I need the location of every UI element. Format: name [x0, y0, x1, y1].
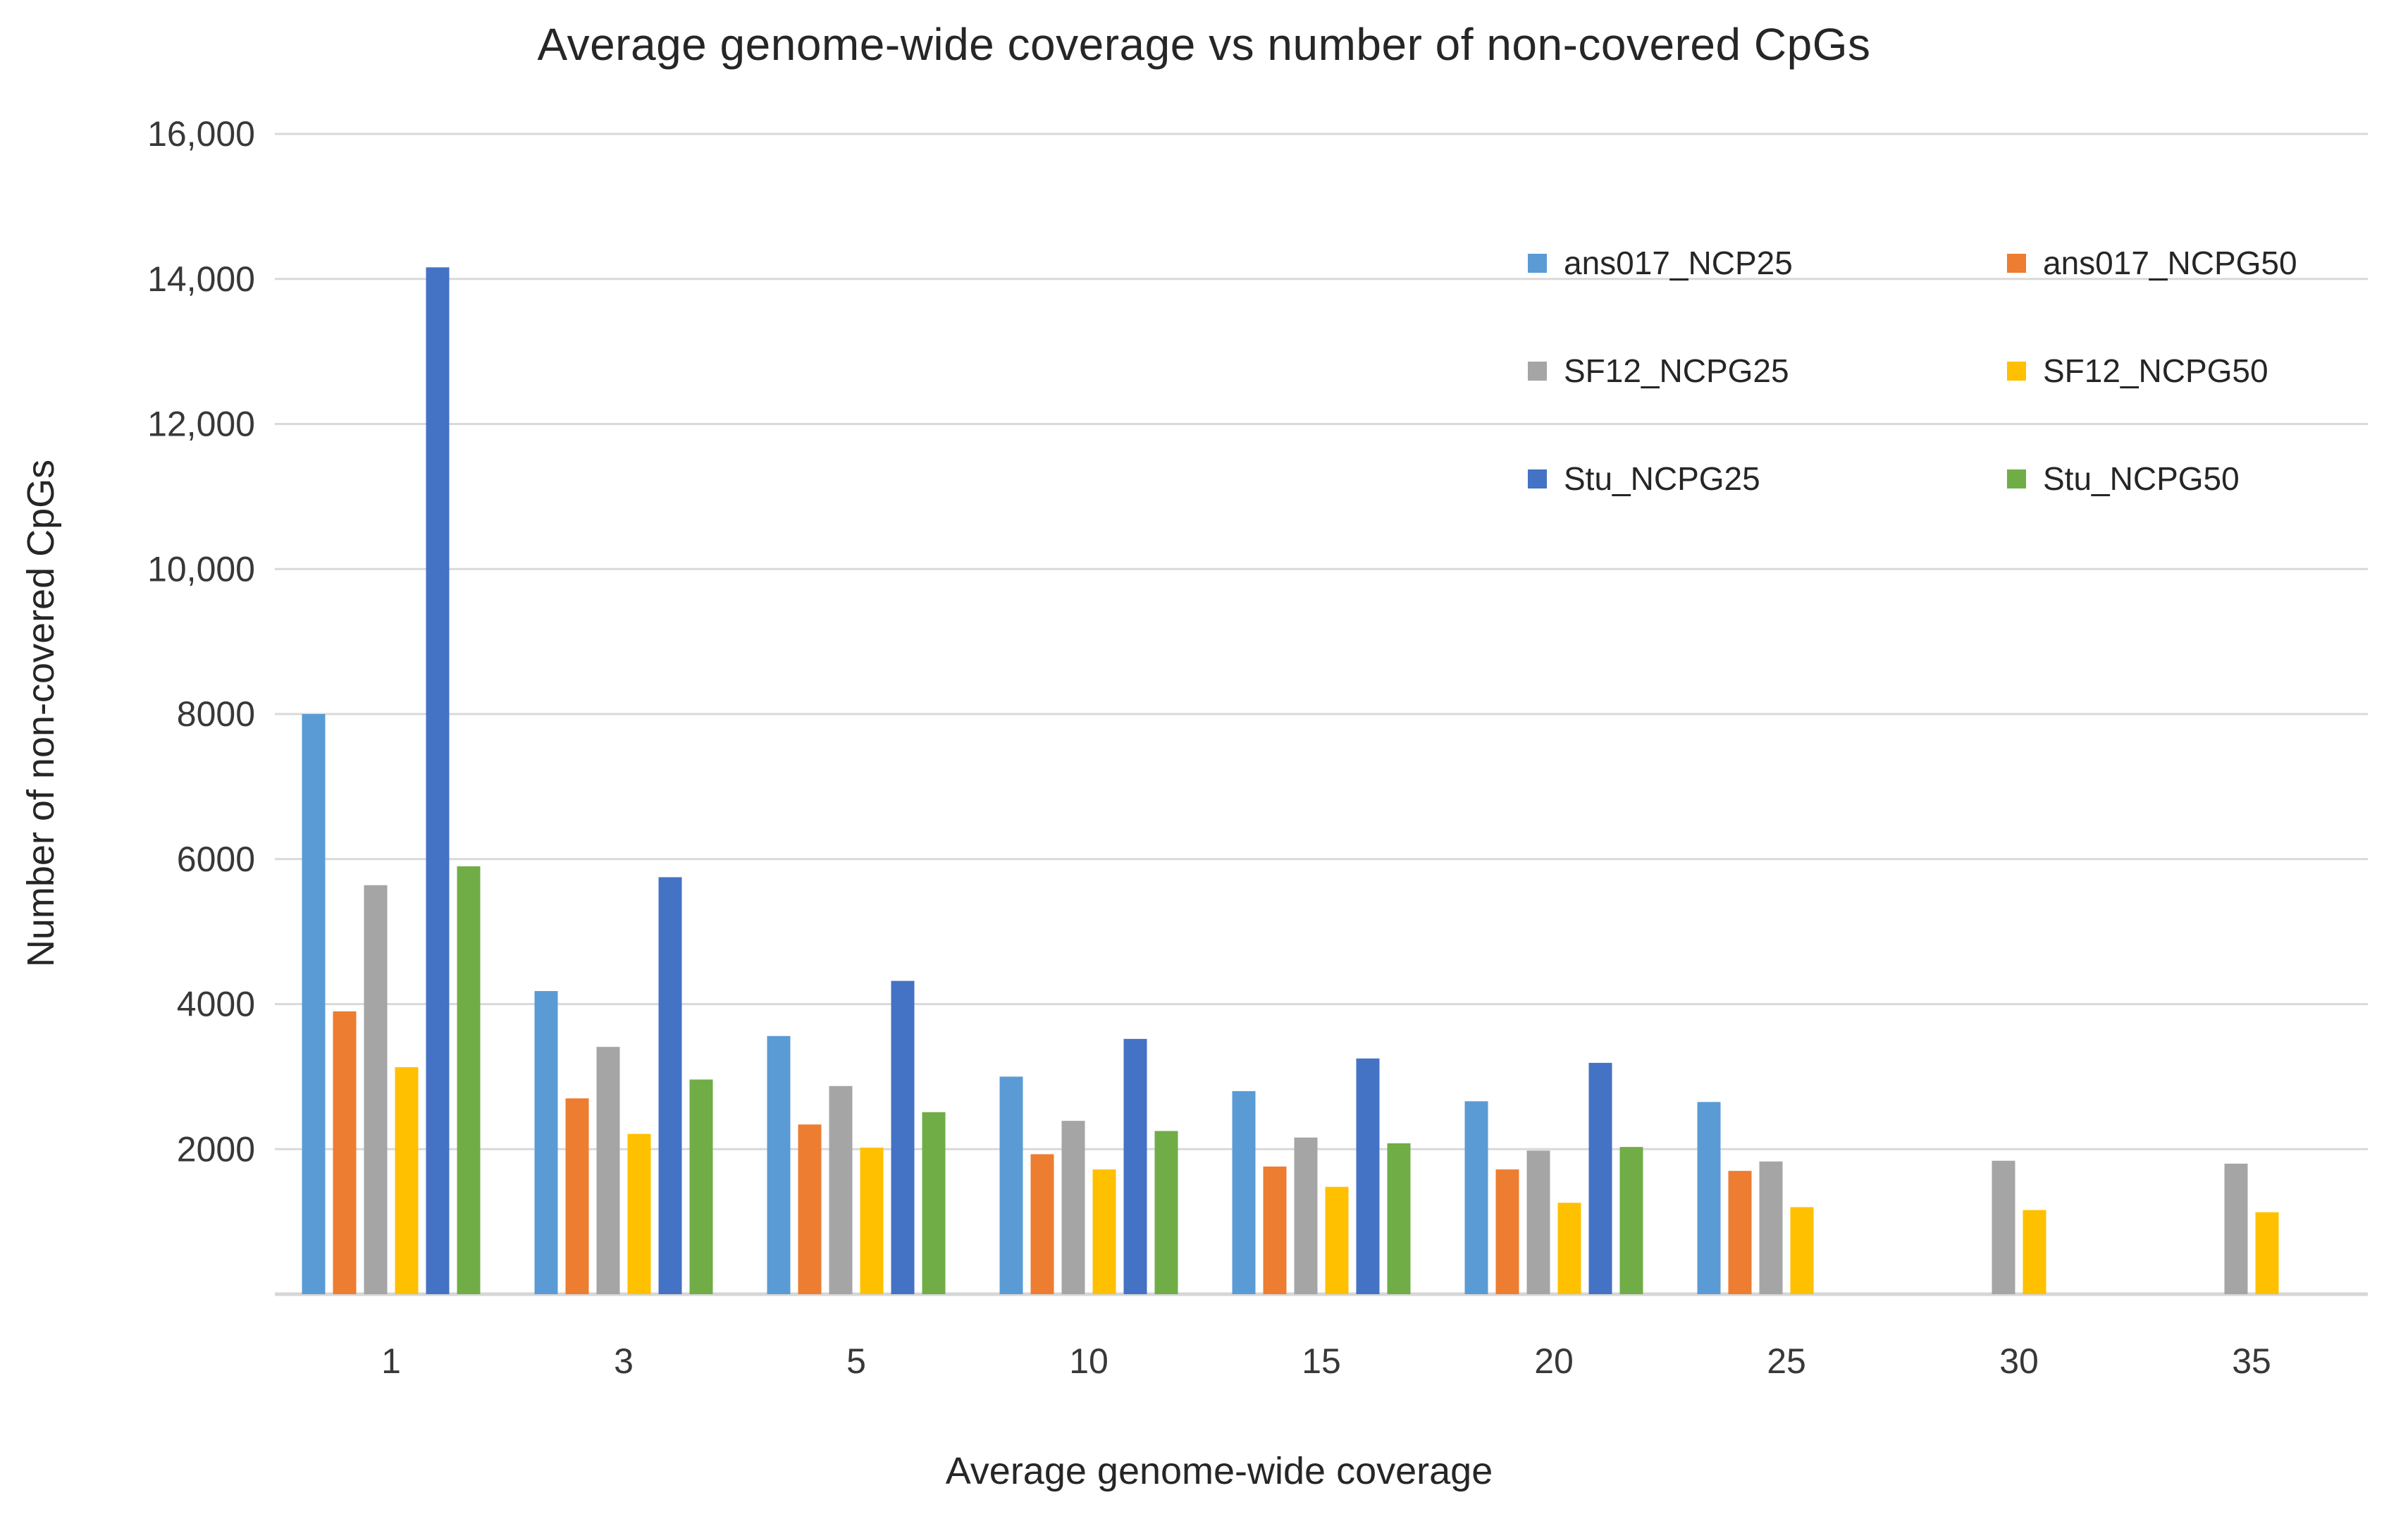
legend-label: ans017_NCPG50 — [2043, 245, 2297, 281]
bar-Stu_NCPG25-x3 — [658, 877, 682, 1294]
bar-ans017_NCP25-x15 — [1232, 1090, 1256, 1294]
legend-swatch-icon — [2007, 253, 2026, 273]
bar-SF12_NCPG50-x30 — [2023, 1210, 2046, 1294]
chart-title: Average genome-wide coverage vs number o… — [537, 19, 1871, 70]
legend-item-SF12_NCPG25: SF12_NCPG25 — [1528, 352, 1789, 389]
legend-label: ans017_NCP25 — [1564, 245, 1793, 281]
x-axis-title: Average genome-wide coverage — [945, 1450, 1493, 1492]
y-tick-label: 8000 — [177, 694, 255, 734]
bar-SF12_NCPG50-x5 — [860, 1148, 884, 1294]
legend-item-Stu_NCPG50: Stu_NCPG50 — [2007, 460, 2240, 497]
bar-SF12_NCPG50-x1 — [395, 1067, 419, 1294]
bar-Stu_NCPG25-x5 — [891, 980, 915, 1294]
y-tick-label: 6000 — [177, 840, 255, 879]
bar-SF12_NCPG50-x20 — [1557, 1203, 1581, 1294]
bar-Stu_NCPG50-x10 — [1154, 1131, 1178, 1294]
legend-swatch-icon — [2007, 361, 2026, 381]
legend-swatch-icon — [1528, 253, 1547, 273]
bar-Stu_NCPG50-x3 — [689, 1079, 713, 1294]
y-tick-label: 4000 — [177, 985, 255, 1024]
bar-Stu_NCPG25-x10 — [1123, 1038, 1147, 1294]
bar-SF12_NCPG25-x30 — [1992, 1160, 2015, 1294]
x-tick-label: 30 — [1999, 1341, 2039, 1381]
bar-ans017_NCPG50-x10 — [1030, 1154, 1054, 1294]
bar-ans017_NCP25-x5 — [767, 1035, 791, 1294]
x-tick-label: 25 — [1767, 1341, 1806, 1381]
bar-ans017_NCPG50-x1 — [333, 1011, 357, 1294]
bar-ans017_NCP25-x3 — [534, 990, 558, 1294]
bar-Stu_NCPG25-x15 — [1356, 1058, 1380, 1294]
bar-ans017_NCPG50-x20 — [1495, 1169, 1519, 1294]
bar-ans017_NCPG50-x3 — [565, 1098, 589, 1294]
bar-SF12_NCPG50-x15 — [1325, 1186, 1349, 1294]
x-tick-label: 15 — [1302, 1341, 1341, 1381]
legend-swatch-icon — [1528, 469, 1547, 488]
legend-item-ans017_NCPG50: ans017_NCPG50 — [2007, 245, 2297, 281]
bar-SF12_NCPG25-x15 — [1294, 1137, 1318, 1294]
legend-label: Stu_NCPG50 — [2043, 460, 2240, 497]
bar-SF12_NCPG25-x5 — [829, 1086, 853, 1294]
bar-Stu_NCPG50-x15 — [1387, 1143, 1411, 1294]
x-tick-label: 10 — [1069, 1341, 1109, 1381]
bar-ans017_NCPG50-x5 — [798, 1124, 822, 1294]
bar-SF12_NCPG50-x35 — [2255, 1212, 2279, 1294]
x-tick-label: 3 — [614, 1341, 634, 1381]
y-tick-label: 16,000 — [147, 114, 255, 154]
bar-Stu_NCPG50-x20 — [1619, 1147, 1643, 1294]
bar-ans017_NCP25-x1 — [302, 714, 326, 1294]
bar-ans017_NCP25-x10 — [999, 1076, 1023, 1294]
bar-SF12_NCPG50-x25 — [1790, 1207, 1814, 1294]
bar-SF12_NCPG25-x35 — [2224, 1163, 2248, 1294]
bar-SF12_NCPG50-x3 — [627, 1133, 651, 1294]
x-tick-label: 5 — [846, 1341, 866, 1381]
y-tick-label: 2000 — [177, 1129, 255, 1169]
bar-SF12_NCPG25-x20 — [1526, 1150, 1550, 1294]
bar-SF12_NCPG50-x10 — [1092, 1169, 1116, 1294]
bar-SF12_NCPG25-x10 — [1061, 1121, 1085, 1294]
legend-label: Stu_NCPG25 — [1564, 460, 1760, 497]
bar-SF12_NCPG25-x25 — [1759, 1161, 1783, 1294]
legend-swatch-icon — [2007, 469, 2026, 488]
legend-item-Stu_NCPG25: Stu_NCPG25 — [1528, 460, 1760, 497]
bar-Stu_NCPG25-x1 — [426, 267, 450, 1294]
x-tick-label: 35 — [2232, 1341, 2271, 1381]
x-tick-label: 1 — [381, 1341, 401, 1381]
bar-ans017_NCP25-x25 — [1697, 1102, 1721, 1294]
legend-label: SF12_NCPG50 — [2043, 352, 2268, 389]
legend-item-SF12_NCPG50: SF12_NCPG50 — [2007, 352, 2268, 389]
y-tick-label: 14,000 — [147, 259, 255, 299]
bar-SF12_NCPG25-x1 — [364, 885, 388, 1294]
bar-ans017_NCPG50-x25 — [1728, 1171, 1752, 1294]
bar-Stu_NCPG50-x1 — [457, 866, 481, 1294]
legend-label: SF12_NCPG25 — [1564, 352, 1789, 389]
legend-swatch-icon — [1528, 361, 1547, 381]
legend-item-ans017_NCP25: ans017_NCP25 — [1528, 245, 1793, 281]
bar-ans017_NCPG50-x15 — [1263, 1166, 1287, 1294]
y-tick-label: 10,000 — [147, 549, 255, 589]
y-tick-label: 12,000 — [147, 405, 255, 444]
bar-Stu_NCPG50-x5 — [922, 1112, 946, 1294]
bar-Stu_NCPG25-x20 — [1588, 1062, 1612, 1294]
bar-ans017_NCP25-x20 — [1464, 1101, 1488, 1294]
bar-SF12_NCPG25-x3 — [596, 1047, 620, 1294]
x-tick-label: 20 — [1534, 1341, 1574, 1381]
